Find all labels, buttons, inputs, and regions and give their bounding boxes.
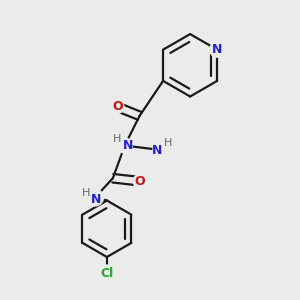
Text: O: O — [112, 100, 123, 113]
Text: N: N — [212, 43, 222, 56]
Circle shape — [133, 175, 146, 188]
Text: O: O — [134, 175, 145, 188]
Circle shape — [153, 142, 168, 158]
Circle shape — [210, 42, 225, 57]
Text: H: H — [82, 188, 90, 198]
Text: N: N — [152, 143, 163, 157]
Circle shape — [99, 265, 115, 282]
Text: N: N — [91, 193, 102, 206]
Text: Cl: Cl — [100, 267, 113, 280]
Circle shape — [87, 189, 103, 206]
Text: H: H — [164, 139, 172, 148]
Text: N: N — [122, 139, 133, 152]
Circle shape — [111, 100, 124, 113]
Circle shape — [117, 138, 132, 153]
Text: H: H — [113, 134, 122, 144]
